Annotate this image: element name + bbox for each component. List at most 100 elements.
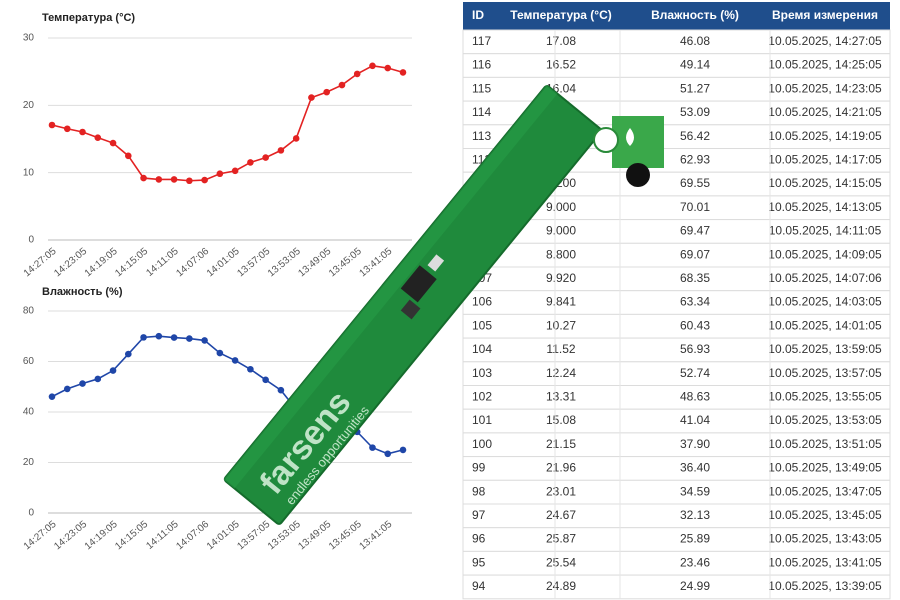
table-cell: 10.05.2025, 14:03:05 <box>768 295 882 309</box>
data-point <box>170 176 178 183</box>
table-cell: 48.63 <box>680 390 710 404</box>
column-header: ID <box>472 8 484 22</box>
table-cell: 69.47 <box>680 224 710 238</box>
table-cell: 63.34 <box>680 295 710 309</box>
table-cell: 53.09 <box>680 105 710 119</box>
data-point <box>399 446 407 454</box>
table-cell: 23.46 <box>680 555 710 569</box>
table-cell: 25.89 <box>680 532 710 546</box>
data-point <box>201 337 208 344</box>
table-cell: 116 <box>472 58 491 72</box>
data-point <box>384 450 392 458</box>
table-cell: 10.05.2025, 14:15:05 <box>768 176 882 190</box>
table-cell: 12.24 <box>546 366 576 380</box>
data-point <box>353 70 361 78</box>
data-point <box>48 121 56 129</box>
column-header: Температура (°C) <box>510 8 612 22</box>
table-cell: 46.08 <box>680 34 710 48</box>
data-point <box>201 176 208 184</box>
table-cell: 24.89 <box>546 579 576 593</box>
data-point <box>140 334 147 341</box>
table-cell: 10.05.2025, 14:21:05 <box>768 105 882 119</box>
table-cell: 17.08 <box>546 34 576 48</box>
data-point <box>125 350 132 358</box>
table-cell: 15.08 <box>546 413 576 427</box>
table-cell: 34.59 <box>680 484 710 498</box>
data-point <box>399 69 407 76</box>
table-cell: 106 <box>472 295 492 309</box>
table-cell: 10.05.2025, 14:25:05 <box>768 58 882 72</box>
column-header: Время измерения <box>772 8 878 22</box>
data-point <box>308 94 315 101</box>
table-cell: 94 <box>472 579 486 593</box>
data-point <box>79 128 86 136</box>
icon-dark <box>626 163 650 187</box>
table-cell: 10.05.2025, 14:11:05 <box>769 224 882 238</box>
table-cell: 24.67 <box>546 508 576 522</box>
data-point <box>384 64 392 72</box>
icon-badge <box>593 127 619 153</box>
table-cell: 24.99 <box>680 579 710 593</box>
table-cell: 10.27 <box>546 318 576 332</box>
table-cell: 10.05.2025, 13:49:05 <box>768 461 882 475</box>
table-cell: 96 <box>472 532 486 546</box>
table-cell: 13.31 <box>546 390 576 404</box>
table-cell: 10.05.2025, 14:01:05 <box>768 318 882 332</box>
data-point <box>247 365 254 373</box>
data-point <box>262 376 269 384</box>
data-point <box>79 380 86 387</box>
table-cell: 68.35 <box>680 271 710 285</box>
table-cell: 10.05.2025, 14:19:05 <box>768 129 882 143</box>
data-point <box>277 386 285 394</box>
table-cell: 105 <box>472 318 492 332</box>
data-point <box>247 159 254 166</box>
data-point <box>155 176 163 183</box>
table-cell: 104 <box>472 342 492 356</box>
column-header: Влажность (%) <box>651 8 739 22</box>
icon-drop <box>626 128 634 146</box>
table-cell: 10.05.2025, 14:17:05 <box>768 153 882 167</box>
data-point <box>109 139 117 147</box>
y-tick-label: 20 <box>23 100 35 111</box>
data-point <box>94 134 102 141</box>
table-cell: 8.800 <box>546 247 576 261</box>
table-cell: 10.05.2025, 13:53:05 <box>768 413 882 427</box>
data-point <box>323 88 330 96</box>
chart-title: Температура (°C) <box>42 12 135 24</box>
table-cell: 10.05.2025, 14:09:05 <box>768 247 882 261</box>
table-cell: 10.05.2025, 13:51:05 <box>768 437 882 451</box>
y-tick-label: 80 <box>23 306 35 317</box>
table-cell: 21.96 <box>546 461 576 475</box>
table-header <box>463 2 890 30</box>
table-cell: 114 <box>472 105 491 119</box>
table-cell: 117 <box>472 34 491 48</box>
table-cell: 41.04 <box>680 413 710 427</box>
table-cell: 115 <box>472 81 491 95</box>
y-tick-label: 60 <box>23 356 35 367</box>
y-tick-label: 0 <box>28 235 34 246</box>
table-cell: 62.93 <box>680 153 710 167</box>
table-cell: 21.15 <box>546 437 576 451</box>
data-point <box>277 147 285 154</box>
data-point <box>231 357 239 364</box>
y-tick-label: 0 <box>28 508 34 519</box>
y-tick-label: 10 <box>23 167 35 178</box>
data-point <box>369 444 376 451</box>
icon-leaf <box>612 116 664 168</box>
table-cell: 10.05.2025, 13:43:05 <box>768 532 882 546</box>
table-cell: 103 <box>472 366 492 380</box>
data-point <box>170 334 178 341</box>
table: ID Температура (°C) Влажность (%) Время изм… <box>462 2 891 600</box>
table-cell: 36.40 <box>680 461 710 475</box>
data-point <box>140 174 147 182</box>
data-point <box>216 349 224 357</box>
table-cell: 10.05.2025, 13:47:05 <box>768 484 882 498</box>
table-cell: 10.05.2025, 13:57:05 <box>768 366 882 380</box>
sensor <box>427 254 445 272</box>
data-point <box>48 393 56 400</box>
data-point <box>292 135 300 142</box>
data-point <box>216 170 224 178</box>
table-row <box>462 574 891 600</box>
